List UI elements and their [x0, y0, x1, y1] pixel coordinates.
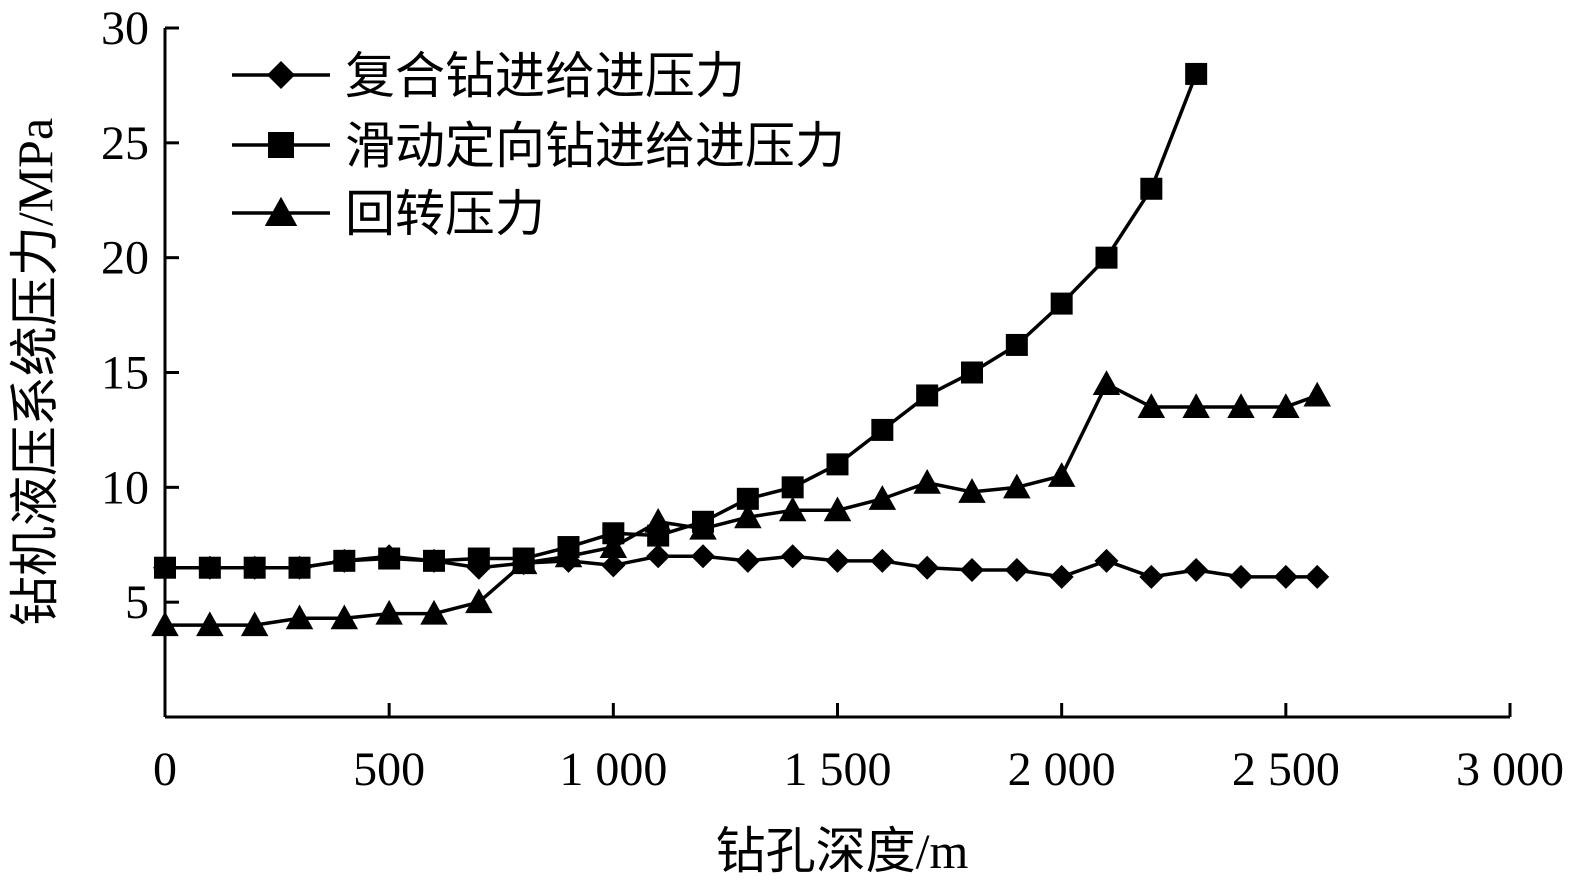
triangle-marker [1047, 462, 1076, 487]
diamond-marker [1273, 564, 1298, 589]
triangle-marker [644, 508, 672, 533]
triangle-marker [509, 549, 538, 575]
x-tick-label: 0 [153, 743, 177, 796]
diamond-marker [1184, 558, 1209, 583]
square-marker [871, 418, 894, 441]
y-tick-label: 10 [101, 461, 149, 514]
legend-label: 回转压力 [345, 186, 545, 242]
x-tick-label: 1 500 [784, 743, 892, 796]
triangle-marker [1303, 381, 1331, 407]
square-marker [1005, 333, 1028, 356]
square-marker [198, 556, 221, 579]
triangle-marker [823, 496, 852, 522]
triangle-marker [465, 588, 493, 614]
diamond-marker [825, 548, 850, 573]
square-marker [1185, 62, 1208, 85]
y-tick-label: 20 [101, 232, 149, 285]
series-triangle [151, 370, 1331, 637]
square-marker [243, 556, 266, 579]
diamond-marker [691, 544, 715, 569]
x-tick-label: 3 000 [1456, 743, 1564, 796]
square-marker [736, 487, 759, 510]
triangle-marker [913, 468, 941, 494]
y-tick-label: 5 [125, 576, 149, 629]
square-marker [268, 132, 294, 158]
diamond-marker [870, 548, 895, 573]
square-marker [467, 547, 490, 570]
triangle-marker [554, 542, 583, 568]
diamond-marker [915, 555, 940, 580]
square-marker [602, 522, 625, 545]
legend-item: 回转压力 [232, 186, 545, 242]
x-tick-label: 500 [353, 743, 425, 796]
square-marker [1140, 177, 1163, 200]
triangle-marker [375, 599, 403, 625]
diamond-marker [267, 61, 295, 89]
square-marker [826, 453, 849, 476]
triangle-marker [599, 533, 628, 559]
diamond-marker [1139, 564, 1164, 589]
triangle-marker [420, 599, 448, 625]
diamond-marker [601, 553, 626, 578]
legend-item: 复合钻进给进压力 [232, 48, 745, 104]
x-tick-label: 2 000 [1008, 743, 1116, 796]
diamond-marker [1305, 564, 1330, 589]
square-marker [423, 549, 445, 572]
triangle-marker [689, 514, 717, 540]
triangle-marker [1092, 370, 1121, 395]
square-marker [916, 384, 939, 407]
triangle-marker [1227, 393, 1255, 418]
y-tick-label: 15 [101, 347, 149, 400]
square-marker [154, 556, 176, 579]
square-marker [288, 556, 311, 579]
square-marker [781, 476, 804, 499]
triangle-marker [285, 604, 314, 630]
diamond-marker [735, 548, 760, 573]
series-diamond [153, 544, 1330, 589]
triangle-marker [151, 611, 179, 637]
triangle-marker [1182, 393, 1210, 418]
triangle-marker [1137, 393, 1166, 418]
triangle-marker [868, 485, 897, 510]
diamond-marker [1004, 558, 1029, 583]
diamond-marker [1049, 564, 1074, 589]
triangle-marker [330, 604, 359, 630]
diamond-marker [646, 544, 671, 569]
x-tick-label: 2 500 [1232, 743, 1340, 796]
x-axis-title: 钻孔深度/m [716, 823, 969, 879]
square-marker [333, 549, 356, 572]
triangle-marker [264, 196, 298, 226]
y-axis-title: 钻机液压系统压力/MPa [7, 118, 63, 626]
diamond-marker [1229, 564, 1253, 589]
y-tick-label: 25 [101, 117, 149, 170]
triangle-marker [958, 478, 986, 503]
triangle-marker [734, 503, 762, 529]
x-tick-label: 1 000 [559, 743, 667, 796]
legend-item: 滑动定向钻进给进压力 [232, 118, 845, 174]
diamond-marker [780, 544, 805, 569]
triangle-marker [1272, 393, 1300, 418]
triangle-marker [778, 496, 807, 522]
y-tick-label: 30 [101, 2, 149, 55]
diamond-marker [960, 558, 984, 583]
triangle-marker [1003, 473, 1031, 499]
legend-label: 复合钻进给进压力 [345, 48, 745, 104]
triangle-marker [240, 611, 269, 637]
square-marker [1095, 246, 1118, 269]
square-marker [1050, 292, 1073, 315]
legend-label: 滑动定向钻进给进压力 [345, 118, 845, 174]
square-marker [378, 547, 401, 570]
series-layer [151, 62, 1331, 637]
triangle-marker [196, 611, 224, 637]
square-marker [961, 361, 983, 384]
axes: 0 500 1 000 1 500 2 000 2 500 3 000 5 10 15 20 25 30 [101, 2, 1564, 796]
diamond-marker [1094, 548, 1119, 573]
